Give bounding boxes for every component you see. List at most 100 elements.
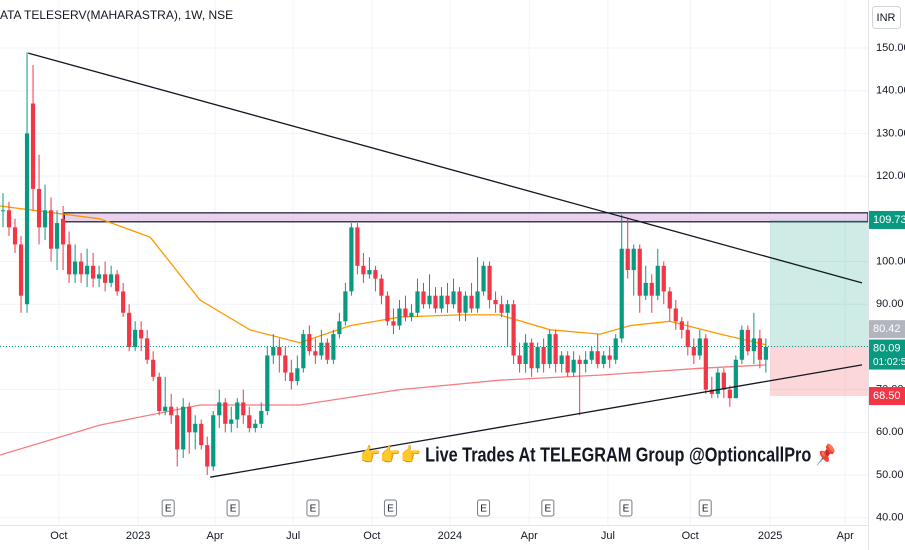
candle-body — [121, 291, 126, 313]
countdown: 01:02:5 — [873, 357, 905, 368]
trendline — [210, 364, 863, 478]
y-tick-label: 130.00 — [876, 127, 905, 139]
candle-body — [271, 346, 276, 356]
price-label-box — [869, 339, 905, 370]
candle-body — [301, 334, 306, 369]
candle-body — [709, 389, 714, 394]
candle-body — [553, 334, 558, 365]
candle-body — [727, 389, 732, 399]
x-tick-label: Oct — [50, 530, 67, 542]
candle-body — [427, 295, 432, 305]
candle-body — [523, 342, 528, 365]
candle-body — [84, 265, 90, 275]
x-tick-label: Jul — [601, 530, 615, 542]
candle-body — [643, 282, 648, 296]
indicator-label: 80.42 — [873, 323, 901, 335]
x-tick-label: Apr — [837, 530, 854, 542]
earnings-label: E — [702, 504, 709, 515]
candle-body — [679, 321, 684, 330]
stop-label: 68.50 — [873, 390, 901, 402]
candle-body — [721, 372, 726, 390]
candle-body — [103, 274, 108, 283]
earnings-label: E — [310, 504, 317, 515]
candle-body — [66, 244, 72, 275]
candle-body — [685, 329, 690, 347]
indicator-label-box — [869, 320, 905, 339]
earnings-label: E — [544, 504, 551, 515]
candle-body — [547, 334, 552, 365]
currency-box[interactable] — [872, 6, 901, 29]
x-tick-label: Apr — [521, 530, 538, 542]
earnings-label: E — [623, 504, 630, 515]
candle-body — [529, 342, 534, 369]
candle-body — [373, 270, 378, 279]
candle-body — [385, 295, 390, 322]
candle-body — [193, 423, 198, 433]
candle-body — [397, 308, 402, 326]
chart-title: ATA TELESERV(MAHARASTRA), 1W, NSE — [0, 8, 233, 22]
candle-body — [751, 338, 756, 352]
candle-body — [42, 210, 48, 228]
candle-body — [439, 295, 444, 309]
candle-body — [667, 291, 672, 309]
candle-body — [421, 291, 426, 305]
candle-body — [745, 329, 750, 352]
candle-body — [277, 346, 282, 356]
candle-body — [349, 227, 354, 292]
candle-body — [295, 368, 300, 382]
candle-body — [589, 351, 594, 360]
candle-body — [265, 355, 270, 411]
candle-body — [91, 265, 96, 279]
candle-body — [733, 359, 738, 399]
candle-body — [703, 338, 708, 390]
y-tick-label: 140.00 — [876, 85, 905, 97]
earnings-label: E — [165, 504, 172, 515]
moving-average — [0, 205, 767, 346]
candle-body — [457, 291, 462, 313]
candle-body — [157, 376, 162, 411]
y-tick-label: 120.00 — [876, 170, 905, 182]
candle-body — [445, 295, 450, 305]
candle-body — [115, 274, 120, 292]
candle-body — [577, 359, 582, 365]
candle-body — [48, 210, 54, 249]
candle-body — [757, 338, 762, 360]
earnings-label: E — [387, 504, 394, 515]
candle-body — [607, 355, 612, 360]
candle-body — [235, 402, 240, 420]
candle-body — [6, 210, 12, 228]
candle-body — [415, 291, 420, 313]
earnings-marker — [383, 499, 397, 517]
candle-body — [481, 265, 486, 292]
x-tick-label: Jul — [286, 530, 300, 542]
candle-body — [223, 402, 228, 424]
candle-body — [18, 244, 24, 296]
candle-body — [127, 312, 132, 347]
candle-body — [613, 338, 618, 360]
y-tick-label: 100.00 — [876, 255, 905, 267]
x-tick-label: Apr — [206, 530, 223, 542]
earnings-marker — [541, 499, 555, 517]
candle-body — [505, 304, 510, 313]
candle-body — [559, 355, 564, 365]
earnings-marker — [161, 499, 175, 517]
trendline — [28, 52, 863, 284]
candle-body — [661, 265, 666, 292]
price-label: 80.09 — [873, 342, 901, 354]
candle-body — [403, 308, 408, 318]
candle-body — [511, 304, 516, 356]
candle-body — [763, 346, 768, 360]
candle-body — [583, 359, 588, 365]
earnings-marker — [226, 499, 240, 517]
candle-body — [451, 291, 456, 305]
candle-body — [78, 261, 84, 275]
currency: INR — [877, 12, 896, 24]
candle-body — [145, 338, 150, 360]
candle-body — [391, 321, 396, 326]
target-label: 109.73 — [873, 214, 905, 226]
earnings-marker — [619, 499, 633, 517]
earnings-label: E — [230, 504, 237, 515]
candle-body — [205, 445, 210, 467]
candle-body — [325, 342, 330, 360]
